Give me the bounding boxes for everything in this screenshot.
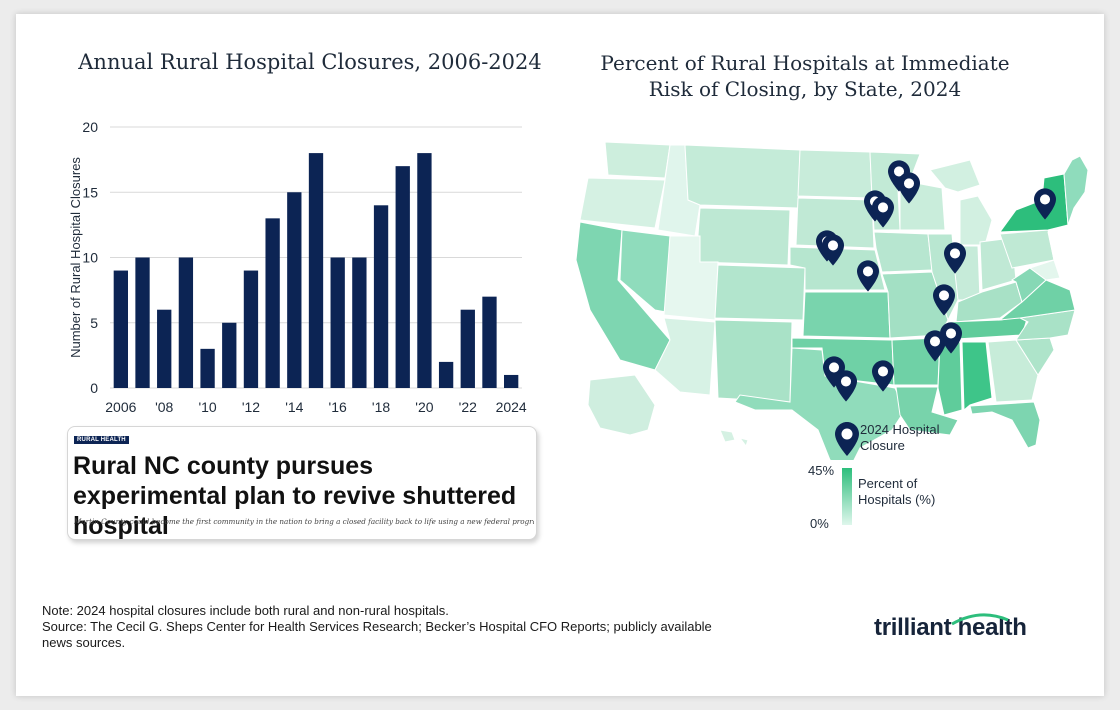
news-subheadline: Martin County could become the first com…	[74, 517, 534, 526]
bar-2012	[243, 270, 259, 388]
bar-2021	[438, 361, 454, 388]
state-arizona	[654, 317, 716, 396]
bar-2014	[287, 192, 302, 388]
x-tick-label: '20	[415, 399, 433, 415]
bar-2016	[330, 257, 345, 388]
y-tick-label: 5	[90, 315, 98, 331]
state-louisiana	[895, 386, 959, 436]
news-category-tag: RURAL HEALTH	[74, 436, 129, 444]
y-tick-label: 15	[82, 184, 98, 200]
x-tick-label: 2024	[496, 399, 527, 415]
bar-2011	[222, 322, 237, 388]
x-tick-label: '16	[329, 399, 347, 415]
x-tick-label: 2006	[105, 399, 136, 415]
state-alabama	[961, 341, 993, 412]
legend-min-label: 0%	[810, 516, 829, 531]
legend-marker-label: 2024 Hospital Closure	[860, 422, 940, 453]
state-mississippi	[937, 341, 963, 416]
legend-color-scale	[842, 468, 852, 525]
y-tick-label: 0	[90, 380, 98, 396]
y-tick-label: 20	[82, 119, 98, 135]
state-washington	[604, 141, 671, 179]
state-north-dakota	[797, 149, 873, 199]
state-michigan	[929, 159, 993, 246]
map-pin-icon	[835, 422, 859, 456]
legend-max-label: 45%	[808, 463, 835, 478]
state-new-mexico	[714, 319, 793, 403]
state-new-york	[998, 173, 1069, 233]
bar-2020	[417, 153, 432, 388]
state-kansas	[802, 291, 891, 339]
x-tick-label: '14	[285, 399, 303, 415]
news-article-card[interactable]: RURAL HEALTH Rural NC county pursues exp…	[67, 426, 537, 540]
state-florida	[969, 401, 1041, 449]
state-colorado	[714, 264, 806, 321]
bar-2010	[200, 348, 215, 388]
state-south-dakota	[795, 197, 875, 249]
footnotes: Note: 2024 hospital closures include bot…	[42, 603, 742, 651]
news-headline[interactable]: Rural NC county pursues experimental pla…	[73, 452, 517, 540]
us-choropleth-map	[575, 141, 1089, 460]
legend-scale-label: Percent of Hospitals (%)	[858, 476, 936, 507]
bar-2023	[482, 296, 497, 388]
bar-2009	[178, 257, 194, 388]
bar-2007	[135, 257, 150, 388]
state-oregon	[579, 177, 666, 229]
map-title: Percent of Rural Hospitals at Immediate …	[600, 51, 1010, 101]
bar-2024	[504, 374, 519, 388]
state-new-jersey-maryland	[1028, 231, 1061, 281]
bar-2022	[460, 309, 475, 388]
state-west-virginia	[1011, 267, 1047, 303]
state-iowa	[873, 231, 933, 273]
x-tick-label: '22	[459, 399, 477, 415]
bar-2008	[157, 309, 172, 388]
x-tick-label: '18	[372, 399, 390, 415]
bar-chart: 0 5 10 15 20 2006 '08 '10 '12 '14 '16 '18 '20 '22 2024…	[68, 119, 527, 415]
state-wyoming	[695, 207, 791, 266]
y-axis-label: Number of Rural Hospital Closures	[68, 157, 83, 358]
bar-2018	[373, 205, 389, 388]
state-nevada	[619, 229, 671, 313]
state-new-england	[1063, 155, 1089, 226]
bar-2013	[265, 218, 280, 388]
x-tick-label: '12	[242, 399, 260, 415]
state-utah	[663, 235, 719, 321]
x-tick-label: '08	[155, 399, 173, 415]
bar-chart-title: Annual Rural Hospital Closures, 2006-202…	[78, 50, 542, 74]
bar-2006	[113, 270, 128, 388]
state-hawaii	[719, 429, 749, 448]
logo-swoosh-icon	[951, 613, 1009, 626]
state-montana	[684, 144, 801, 209]
bar-2015	[308, 153, 324, 388]
x-tick-label: '10	[198, 399, 216, 415]
state-alaska	[587, 374, 656, 436]
note-line: Note: 2024 hospital closures include bot…	[42, 603, 449, 618]
state-texas	[734, 347, 906, 460]
bar-2019	[395, 166, 410, 388]
source-line: Source: The Cecil G. Sheps Center for He…	[42, 619, 712, 650]
bar-2017	[352, 257, 367, 388]
y-tick-label: 10	[82, 250, 98, 266]
